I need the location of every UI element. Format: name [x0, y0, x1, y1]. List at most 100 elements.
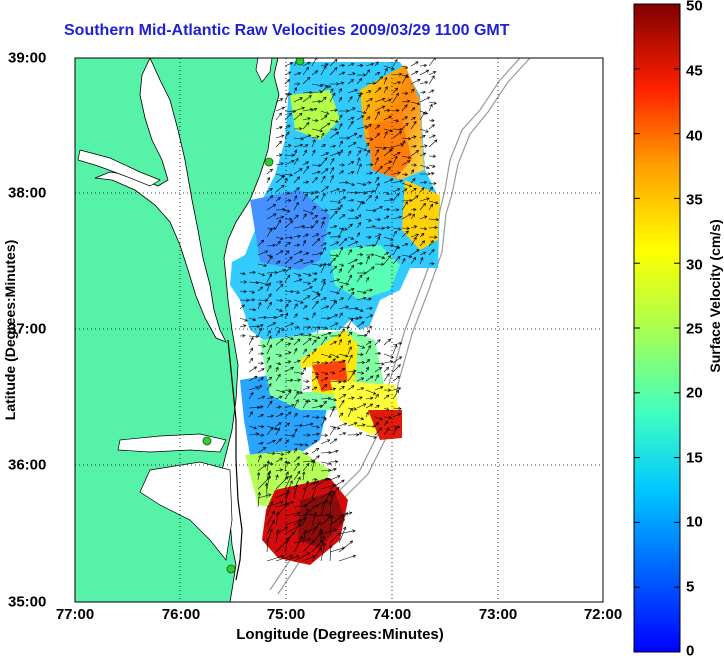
velocity-arrow [275, 260, 281, 265]
colorbar-label: Surface Velocity (cm/s) [707, 219, 723, 373]
velocity-arrow [293, 201, 299, 211]
velocity-arrow [356, 232, 361, 238]
velocity-arrow [329, 241, 340, 247]
velocity-arrow [356, 432, 363, 436]
velocity-arrow [329, 426, 336, 436]
velocity-arrow [284, 536, 290, 553]
velocity-arrow [266, 243, 276, 248]
velocity-arrow [293, 313, 298, 319]
velocity-arrow [392, 108, 400, 113]
velocity-arrow [383, 394, 390, 400]
velocity-arrow [329, 265, 338, 274]
velocity-arrow [410, 144, 417, 149]
velocity-arrow [266, 500, 284, 508]
velocity-arrow [419, 197, 430, 202]
velocity-arrow [365, 344, 371, 355]
velocity-arrow [428, 203, 434, 211]
velocity-arrow [302, 337, 312, 346]
velocity-arrow [374, 262, 385, 266]
velocity-arrow [365, 325, 373, 329]
velocity-arrow [264, 482, 269, 499]
velocity-arrow [248, 411, 253, 418]
velocity-arrow [428, 103, 433, 112]
velocity-arrow [356, 200, 363, 211]
velocity-arrow [401, 254, 413, 259]
velocity-arrow [410, 225, 418, 229]
velocity-arrow [284, 335, 294, 340]
velocity-arrow [338, 140, 343, 148]
velocity-arrow [401, 243, 409, 247]
velocity-arrow [275, 554, 294, 562]
velocity-arrow [356, 361, 366, 365]
velocity-arrow [302, 354, 310, 364]
velocity-arrow [311, 233, 320, 238]
velocity-arrow [329, 532, 341, 544]
velocity-arrow [302, 325, 312, 329]
velocity-arrow [311, 325, 321, 330]
velocity-arrow [329, 387, 337, 391]
velocity-arrow [266, 335, 272, 346]
y-tick-label: 39:00 [8, 49, 47, 67]
velocity-arrow [275, 308, 283, 313]
velocity-arrow [356, 214, 362, 220]
colorbar-tick-marks [634, 3, 680, 653]
velocity-arrow [302, 414, 310, 418]
velocity-arrow [338, 379, 347, 384]
velocity-arrow [347, 198, 355, 203]
velocity-arrow [356, 77, 363, 85]
velocity-arrow [284, 411, 292, 418]
velocity-arrow [302, 122, 310, 130]
velocity-arrow [248, 347, 254, 355]
velocity-arrow [275, 219, 282, 229]
velocity-arrow [293, 176, 301, 184]
colorbar-tick-label: 30 [686, 256, 703, 274]
velocity-arrow [365, 62, 375, 67]
velocity-arrow [365, 123, 372, 130]
velocity-arrow [392, 81, 402, 85]
velocity-arrow [365, 81, 377, 85]
velocity-arrow [383, 178, 394, 184]
velocity-arrow [239, 271, 246, 276]
velocity-arrow [293, 391, 299, 400]
velocity-arrow [302, 366, 306, 373]
velocity-arrow [320, 535, 326, 553]
y-tick-label: 37:00 [8, 320, 47, 338]
velocity-arrow [275, 427, 280, 436]
velocity-arrow [293, 278, 303, 283]
velocity-arrow [383, 149, 393, 157]
velocity-arrow [383, 98, 392, 103]
velocity-arrow [275, 529, 280, 544]
velocity-arrow [320, 63, 329, 67]
velocity-arrow [329, 486, 340, 499]
velocity-arrow [419, 215, 428, 220]
velocity-arrow [338, 149, 343, 157]
velocity-arrow [266, 451, 276, 456]
velocity-arrow [320, 297, 327, 301]
velocity-arrow [356, 321, 365, 328]
velocity-arrow [374, 105, 386, 112]
velocity-arrow [374, 72, 381, 76]
velocity-arrow [302, 316, 310, 321]
velocity-arrow [302, 225, 315, 229]
velocity-arrow [320, 115, 328, 121]
velocity-arrow [284, 274, 291, 283]
velocity-arrow [320, 216, 327, 221]
velocity-arrow [257, 250, 269, 256]
velocity-arrow [374, 233, 382, 238]
velocity-arrow [302, 165, 310, 175]
velocity-arrow [365, 389, 377, 395]
velocity-arrow [374, 124, 381, 130]
velocity-arrow [275, 98, 284, 103]
velocity-arrow [239, 304, 245, 310]
velocity-arrow [410, 236, 417, 247]
velocity-arrow [311, 376, 319, 382]
velocity-arrow [320, 439, 331, 445]
velocity-arrow [329, 119, 339, 123]
velocity-arrow [266, 554, 285, 562]
velocity-arrow [275, 268, 287, 274]
velocity-arrow [392, 58, 398, 67]
velocity-arrow [410, 61, 419, 67]
velocity-arrow [275, 215, 285, 220]
velocity-arrow [302, 507, 309, 526]
colorbar-tick-label: 0 [686, 642, 695, 659]
